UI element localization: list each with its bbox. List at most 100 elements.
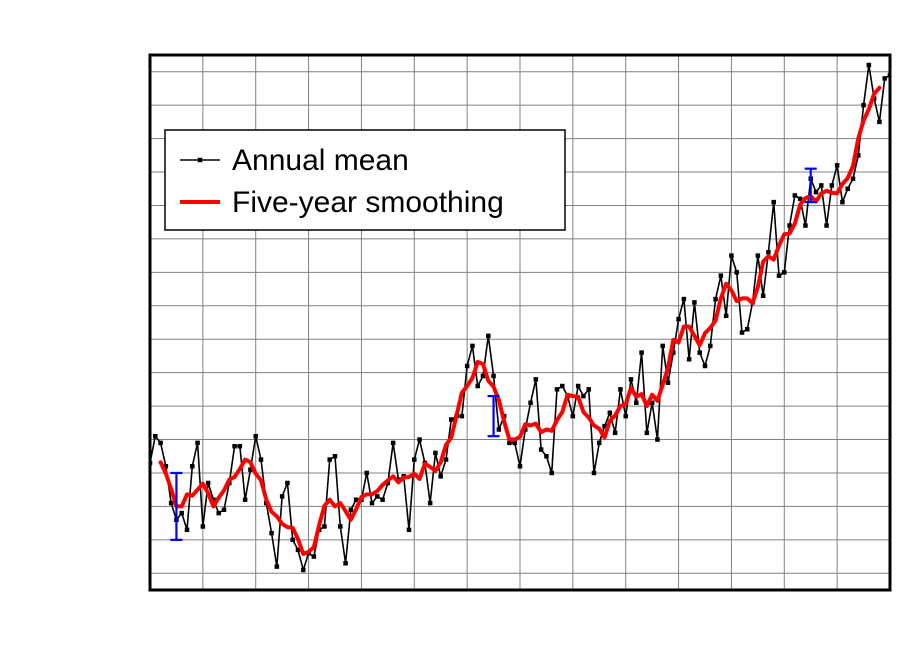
annual-marker xyxy=(660,344,665,349)
annual-marker xyxy=(375,494,380,499)
annual-marker xyxy=(253,434,258,439)
annual-marker xyxy=(201,524,206,529)
annual-marker xyxy=(312,554,317,559)
annual-marker xyxy=(761,294,766,299)
annual-marker xyxy=(338,524,343,529)
annual-marker xyxy=(407,528,412,533)
annual-marker xyxy=(592,471,597,476)
annual-marker xyxy=(708,344,713,349)
annual-marker xyxy=(465,364,470,369)
annual-marker xyxy=(845,187,850,192)
annual-marker xyxy=(697,350,702,355)
annual-marker xyxy=(190,464,195,469)
annual-marker xyxy=(280,494,285,499)
annual-marker xyxy=(417,437,422,442)
annual-marker xyxy=(819,183,824,188)
annual-marker xyxy=(676,317,681,322)
annual-marker xyxy=(216,511,221,516)
annual-marker xyxy=(734,270,739,275)
annual-marker xyxy=(449,417,454,422)
annual-marker xyxy=(745,327,750,332)
annual-marker xyxy=(539,447,544,452)
chart-background xyxy=(0,0,910,650)
legend: Annual meanFive-year smoothing xyxy=(165,130,565,230)
annual-marker xyxy=(301,568,306,573)
annual-marker xyxy=(608,411,613,416)
annual-marker xyxy=(343,561,348,566)
annual-marker xyxy=(882,76,887,81)
annual-marker xyxy=(682,297,687,302)
annual-marker xyxy=(528,401,533,406)
annual-marker xyxy=(655,437,660,442)
annual-marker xyxy=(861,103,866,108)
annual-marker xyxy=(782,270,787,275)
annual-marker xyxy=(877,120,882,125)
annual-marker xyxy=(470,344,475,349)
annual-marker xyxy=(586,387,591,392)
annual-marker xyxy=(618,387,623,392)
annual-marker xyxy=(412,457,417,462)
annual-marker xyxy=(830,183,835,188)
annual-marker xyxy=(206,481,211,486)
annual-marker xyxy=(185,528,190,533)
annual-marker xyxy=(370,501,375,506)
legend-annual-label: Annual mean xyxy=(232,144,409,177)
annual-marker xyxy=(793,193,798,198)
annual-marker xyxy=(814,190,819,195)
annual-marker xyxy=(433,451,438,456)
annual-marker xyxy=(364,471,369,476)
annual-marker xyxy=(444,457,449,462)
annual-marker xyxy=(222,508,227,513)
annual-marker xyxy=(195,441,200,446)
annual-marker xyxy=(438,474,443,479)
annual-marker xyxy=(824,223,829,228)
annual-marker xyxy=(534,377,539,382)
annual-marker xyxy=(597,441,602,446)
annual-marker xyxy=(666,380,671,385)
annual-marker xyxy=(269,531,274,536)
annual-marker xyxy=(290,538,295,543)
annual-marker xyxy=(560,384,565,389)
annual-marker xyxy=(687,357,692,362)
annual-marker xyxy=(703,364,708,369)
annual-marker xyxy=(766,250,771,255)
annual-marker xyxy=(518,464,523,469)
annual-marker xyxy=(544,454,549,459)
annual-marker xyxy=(581,394,586,399)
annual-marker xyxy=(692,300,697,305)
chart-svg: Annual meanFive-year smoothing xyxy=(0,0,910,650)
annual-marker xyxy=(285,481,290,486)
annual-marker xyxy=(835,163,840,168)
annual-marker xyxy=(380,497,385,502)
annual-marker xyxy=(613,431,618,436)
annual-marker xyxy=(259,457,264,462)
legend-annual-marker xyxy=(198,158,203,163)
annual-marker xyxy=(629,377,634,382)
annual-marker xyxy=(851,176,856,181)
annual-marker xyxy=(645,431,650,436)
annual-marker xyxy=(740,330,745,335)
annual-marker xyxy=(771,200,776,205)
annual-marker xyxy=(275,564,280,569)
annual-marker xyxy=(428,501,433,506)
annual-marker xyxy=(475,384,480,389)
annual-marker xyxy=(555,387,560,392)
annual-marker xyxy=(169,501,174,506)
annual-marker xyxy=(713,297,718,302)
annual-marker xyxy=(238,444,243,449)
annual-marker xyxy=(724,314,729,319)
annual-marker xyxy=(232,444,237,449)
annual-marker xyxy=(840,200,845,205)
annual-marker xyxy=(349,508,354,513)
annual-marker xyxy=(777,273,782,278)
annual-marker xyxy=(179,511,184,516)
annual-marker xyxy=(729,253,734,258)
annual-marker xyxy=(327,457,332,462)
annual-marker xyxy=(497,427,502,432)
annual-marker xyxy=(623,414,628,419)
annual-marker xyxy=(867,63,872,68)
annual-marker xyxy=(153,434,158,439)
annual-marker xyxy=(460,414,465,419)
annual-marker xyxy=(486,334,491,339)
annual-marker xyxy=(491,374,496,379)
